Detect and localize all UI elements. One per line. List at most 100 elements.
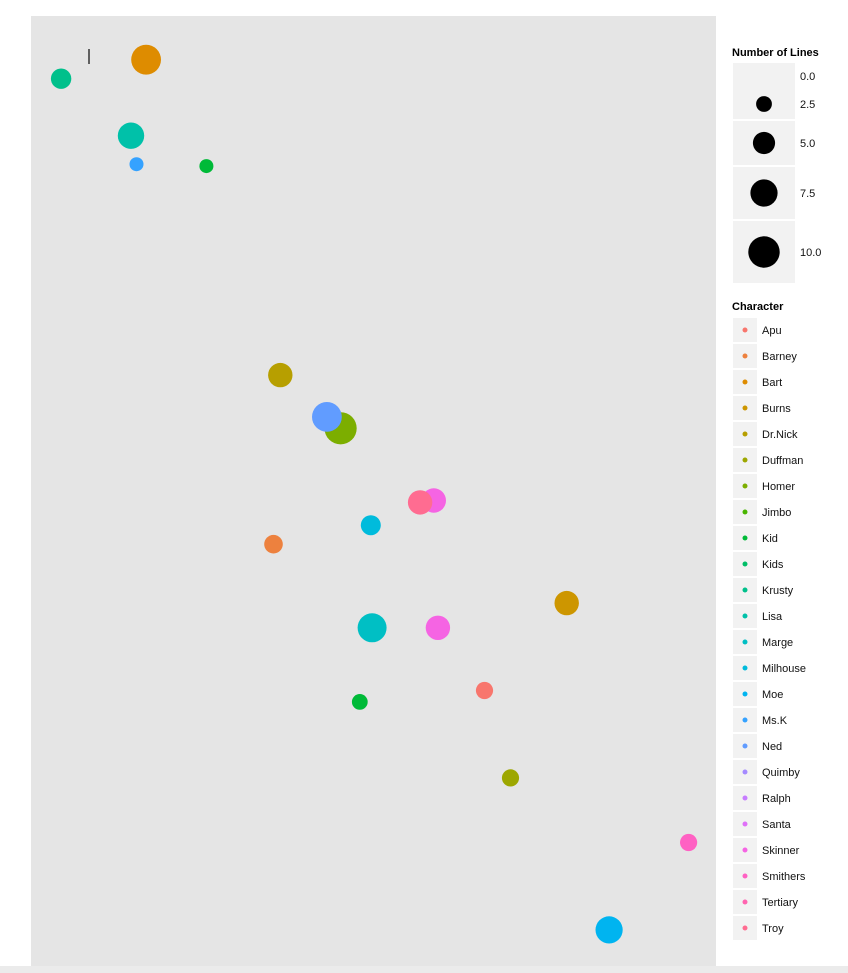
legend-label: Ralph (762, 793, 791, 805)
legend-key-dot (742, 379, 748, 385)
size-legend-keys: 0.0 2.5 5.0 7.5 10.0 (733, 63, 821, 283)
legend-item-jimbo: Jimbo (733, 500, 791, 524)
legend-item-tertiary: Tertiary (733, 890, 799, 914)
legend-label: Troy (762, 923, 784, 935)
legend-label: Santa (762, 819, 792, 831)
legend-key-dot (742, 613, 748, 619)
legend-item-milhouse: Milhouse (733, 656, 806, 680)
legend-item-kids: Kids (733, 552, 784, 576)
legend-key-dot (742, 899, 748, 905)
legend-item-santa: Santa (733, 812, 792, 836)
legend-label: Duffman (762, 455, 803, 467)
legend-key-dot (742, 639, 748, 645)
color-legend-keys: Apu Barney Bart Burns Dr.Nick Duffman Homer Jim… (733, 318, 806, 940)
point-bart (131, 44, 162, 75)
legend-key-dot (742, 795, 748, 801)
size-key: 0.0 (733, 63, 815, 89)
legend-key-dot (742, 691, 748, 697)
legend-key-dot (742, 431, 748, 437)
legend-item-marge: Marge (733, 630, 793, 654)
legend-key-dot (742, 821, 748, 827)
point-smithers (680, 833, 698, 852)
size-key-label: 5.0 (800, 138, 815, 150)
size-legend: Number of Lines 0.0 2.5 5.0 7.5 10.0 (732, 47, 821, 283)
legend-label: Kids (762, 559, 784, 571)
legend-item-kid: Kid (733, 526, 778, 550)
legend-key-dot (742, 873, 748, 879)
legend-item-troy: Troy (733, 916, 784, 940)
point-milhouse (360, 515, 381, 536)
size-key-circle (752, 131, 776, 155)
point-krusty (50, 68, 72, 89)
legend-item-lisa: Lisa (733, 604, 783, 628)
legend-label: Kid (762, 533, 778, 545)
color-legend: Character Apu Barney Bart Burns Dr.Nick Duffm… (732, 301, 806, 940)
plot-panel (31, 16, 716, 966)
legend-label: Quimby (762, 767, 800, 779)
legend-label: Krusty (762, 585, 794, 597)
point-kid (351, 694, 368, 710)
legend-item-duffman: Duffman (733, 448, 803, 472)
legend-label: Dr.Nick (762, 429, 798, 441)
point-barney (264, 534, 283, 554)
legend-label: Burns (762, 403, 791, 415)
legend-label: Marge (762, 637, 793, 649)
point-troy (407, 490, 433, 515)
legend-item-quimby: Quimby (733, 760, 800, 784)
legend-label: Barney (762, 351, 797, 363)
legend-key-dot (742, 327, 748, 333)
legend-key-dot (742, 353, 748, 359)
legend-item-ms-k: Ms.K (733, 708, 788, 732)
legend-key-dot (742, 847, 748, 853)
legend-item-ralph: Ralph (733, 786, 791, 810)
legend-label: Tertiary (762, 897, 799, 909)
points-layer (50, 44, 698, 944)
legend-key-dot (742, 717, 748, 723)
point-ned (312, 402, 342, 432)
size-key-background (733, 63, 795, 89)
legend-label: Apu (762, 325, 782, 337)
legend-key-dot (742, 769, 748, 775)
legend-item-smithers: Smithers (733, 864, 806, 888)
point-dr-nick (268, 362, 293, 388)
legend-item-dr-nick: Dr.Nick (733, 422, 798, 446)
point-kid (199, 159, 214, 174)
legend-key-dot (742, 587, 748, 593)
legend-key-dot (742, 483, 748, 489)
legend-label: Smithers (762, 871, 806, 883)
legend-label: Ned (762, 741, 782, 753)
legend-label: Ms.K (762, 715, 788, 727)
legend-item-apu: Apu (733, 318, 782, 342)
size-legend-title: Number of Lines (732, 47, 819, 59)
legend-label: Bart (762, 377, 782, 389)
legend-label: Moe (762, 689, 783, 701)
legend-item-bart: Bart (733, 370, 782, 394)
size-key-label: 2.5 (800, 99, 815, 111)
size-key-label: 0.0 (800, 71, 815, 83)
size-key-circle (748, 236, 780, 268)
size-key: 2.5 (733, 89, 815, 119)
point-burns (554, 590, 579, 616)
point-ms-k (129, 157, 144, 172)
legend-item-moe: Moe (733, 682, 783, 706)
size-key: 7.5 (733, 167, 815, 219)
point-duffman (501, 769, 520, 787)
legend-label: Homer (762, 481, 795, 493)
bottom-scroll-area (0, 966, 848, 973)
size-key-circle (756, 96, 772, 112)
point-apu (475, 681, 494, 700)
legend-key-dot (742, 535, 748, 541)
size-key: 10.0 (733, 221, 821, 283)
size-key: 5.0 (733, 121, 815, 165)
legend-key-dot (742, 925, 748, 931)
point-marge (357, 613, 387, 643)
point-skinner (425, 615, 451, 640)
point-moe (595, 916, 623, 944)
legend-item-barney: Barney (733, 344, 797, 368)
legend-key-dot (742, 457, 748, 463)
point-lisa (117, 122, 145, 149)
size-key-label: 7.5 (800, 188, 815, 200)
size-key-circle (750, 179, 778, 207)
legend-item-burns: Burns (733, 396, 791, 420)
